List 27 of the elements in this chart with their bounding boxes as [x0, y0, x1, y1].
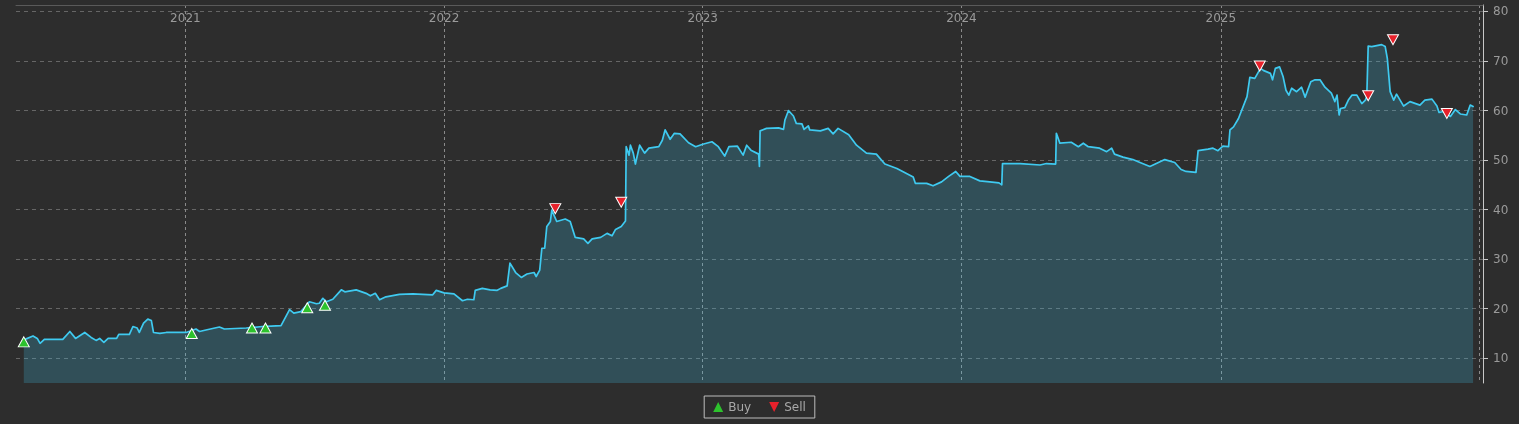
x-tick-label: 2023: [687, 11, 718, 25]
legend-label: Buy: [728, 400, 752, 414]
y-tick-label: 50: [1493, 153, 1509, 168]
x-tick-label: 2024: [946, 11, 977, 25]
point: [185, 327, 198, 339]
point: [1362, 90, 1375, 102]
x-tick-label: 2022: [428, 11, 460, 25]
y-tick-label: 20: [1493, 301, 1509, 316]
point: [615, 196, 628, 208]
legend-label: Sell: [784, 400, 806, 414]
y-tick-label: 80: [1493, 4, 1509, 19]
y-tick-label: 70: [1493, 53, 1509, 68]
point: [1253, 60, 1266, 72]
point: [1440, 108, 1453, 119]
x-tick-label: 2025: [1205, 11, 1237, 25]
point: [301, 302, 314, 314]
point: [549, 203, 562, 215]
y-tick-label: 30: [1493, 252, 1509, 267]
point: [318, 299, 331, 311]
y-tick-label: 40: [1493, 202, 1509, 217]
y-tick-label: 10: [1493, 351, 1509, 366]
point: [259, 322, 272, 334]
point: [246, 322, 258, 334]
point: [17, 336, 30, 348]
x-tick-label: 2021: [170, 11, 201, 25]
y-tick-label: 60: [1493, 103, 1509, 118]
point: [1387, 34, 1399, 46]
